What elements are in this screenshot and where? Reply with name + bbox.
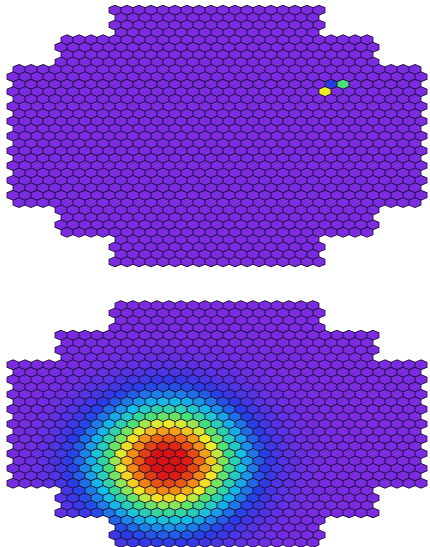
pixel bbox=[192, 256, 206, 268]
pixel bbox=[264, 256, 278, 268]
pixel bbox=[6, 477, 20, 489]
pixel bbox=[366, 507, 380, 519]
pixel bbox=[240, 256, 254, 268]
pixel bbox=[12, 197, 26, 209]
pixel bbox=[36, 197, 50, 209]
pixel bbox=[390, 477, 404, 489]
pixel bbox=[228, 256, 242, 268]
pixel bbox=[150, 536, 164, 547]
pixel bbox=[294, 536, 308, 547]
camera-bottom bbox=[6, 300, 428, 547]
pixel bbox=[402, 477, 416, 489]
pixel bbox=[42, 477, 56, 489]
pixel bbox=[300, 256, 314, 268]
pixel bbox=[216, 256, 230, 268]
pixel bbox=[276, 256, 290, 268]
pixel bbox=[96, 226, 110, 238]
pixel bbox=[246, 536, 260, 547]
pixel bbox=[60, 226, 74, 238]
pixel bbox=[414, 477, 428, 489]
pixel bbox=[282, 536, 296, 547]
pixel bbox=[174, 536, 188, 547]
pixel bbox=[210, 536, 224, 547]
pixel bbox=[324, 226, 338, 238]
pixel bbox=[24, 197, 38, 209]
pixel bbox=[198, 536, 212, 547]
pixel bbox=[162, 536, 176, 547]
pixel bbox=[54, 507, 68, 519]
pixel bbox=[186, 536, 200, 547]
pixel bbox=[408, 197, 422, 209]
pixel bbox=[108, 256, 122, 268]
camera-top bbox=[6, 4, 428, 268]
pixel bbox=[252, 256, 266, 268]
pixel bbox=[84, 226, 98, 238]
pixel bbox=[378, 477, 392, 489]
pixel bbox=[168, 256, 182, 268]
pixel bbox=[330, 507, 344, 519]
pixel bbox=[138, 536, 152, 547]
pixel bbox=[234, 536, 248, 547]
pixel bbox=[258, 536, 272, 547]
pixel bbox=[270, 536, 284, 547]
pixel bbox=[306, 536, 320, 547]
pixel bbox=[312, 256, 326, 268]
pixel bbox=[342, 507, 356, 519]
pixel bbox=[90, 507, 104, 519]
pixel bbox=[72, 226, 86, 238]
pixel bbox=[114, 536, 128, 547]
pixel bbox=[384, 197, 398, 209]
pixel bbox=[204, 256, 218, 268]
pixel bbox=[396, 197, 410, 209]
pixel bbox=[222, 536, 236, 547]
pixel bbox=[30, 477, 44, 489]
pixel bbox=[78, 507, 92, 519]
pixel bbox=[120, 256, 134, 268]
pixel bbox=[354, 507, 368, 519]
pixel bbox=[144, 256, 158, 268]
pixel bbox=[132, 256, 146, 268]
pixel bbox=[66, 507, 80, 519]
pixel bbox=[180, 256, 194, 268]
pixel bbox=[360, 226, 374, 238]
pixel bbox=[156, 256, 170, 268]
pixel bbox=[18, 477, 32, 489]
pixel bbox=[288, 256, 302, 268]
pixel bbox=[336, 226, 350, 238]
pixel bbox=[126, 536, 140, 547]
pixel bbox=[348, 226, 362, 238]
